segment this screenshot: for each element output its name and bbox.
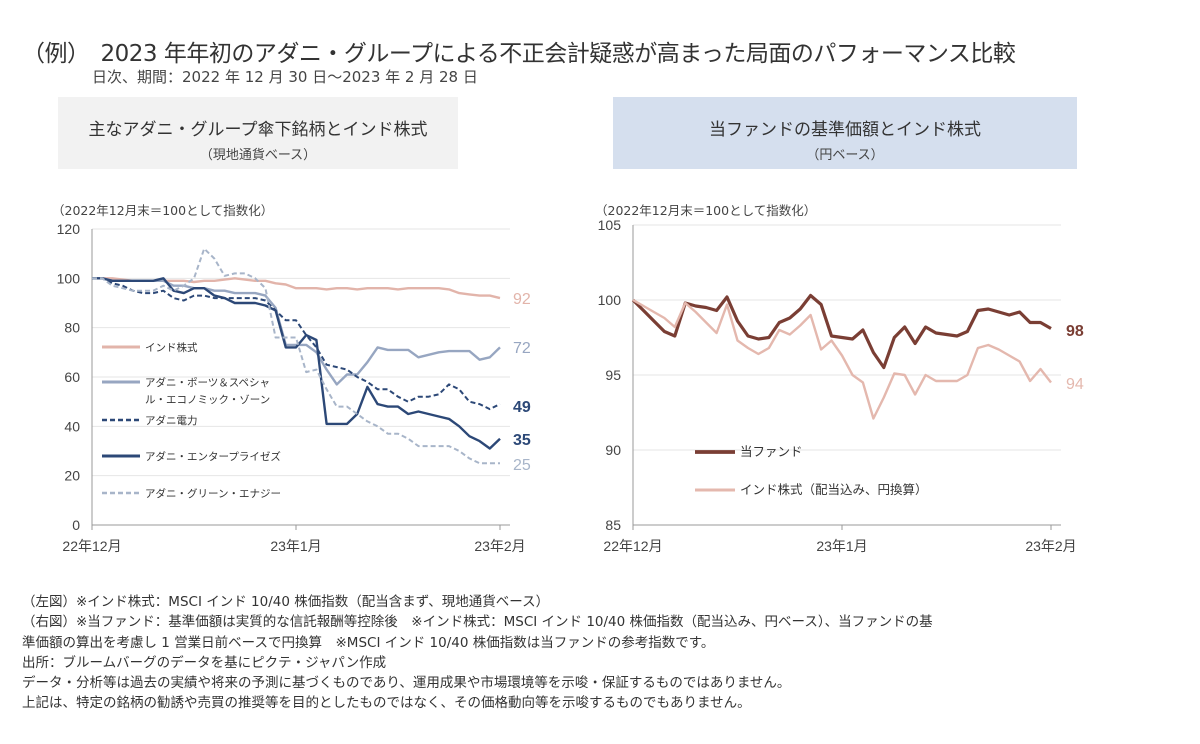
legend-label: ル・エコノミック・ゾーン (145, 394, 270, 406)
legend-label: インド株式（配当込み、円換算） (740, 482, 928, 497)
y-tick-label: 85 (605, 517, 621, 533)
page-title: （例） 2023 年年初のアダニ・グループによる不正会計疑惑が高まった局面のパフ… (22, 41, 1016, 67)
end-value-label: 49 (513, 399, 531, 416)
legend-label: インド株式 (145, 341, 198, 354)
legend-label: アダニ・ポーツ＆スペシャ (145, 376, 270, 389)
y-tick-label: 100 (598, 292, 622, 308)
series-line-2 (92, 277, 501, 386)
end-value-label: 72 (513, 340, 531, 357)
y-tick-label: 0 (72, 517, 80, 533)
y-tick-label: 80 (64, 320, 80, 336)
x-tick-label: 23年2月 (474, 538, 525, 554)
legend-label: アダニ・エンタープライゼズ (145, 450, 281, 463)
series-line-3 (92, 277, 501, 411)
y-tick-label: 20 (64, 468, 80, 484)
x-tick-label: 23年2月 (1025, 538, 1076, 554)
end-value-label: 92 (513, 291, 531, 308)
right-panel-title: 当ファンドの基準価額とインド株式 (709, 120, 981, 140)
footnotes: （左図）※インド株式：MSCI インド 10/40 株価指数（配当含まず、現地通… (22, 592, 933, 714)
y-tick-label: 95 (605, 367, 621, 383)
page-subtitle: 日次、期間：2022 年 12 月 30 日～2023 年 2 月 28 日 (92, 68, 478, 86)
footnote: データ・分析等は過去の実績や将来の予測に基づくものであり、運用成果や市場環境等を… (22, 675, 791, 692)
y-tick-label: 105 (598, 217, 622, 233)
footnote: 出所：ブルームバーグのデータを基にピクテ・ジャパン作成 (22, 654, 387, 671)
series-line-2 (632, 298, 1052, 420)
y-tick-label: 90 (605, 442, 621, 458)
footnote: （右図）※当ファンド：基準価額は実質的な信託報酬等控除後 ※インド株式：MSCI… (22, 614, 933, 631)
y-tick-label: 100 (57, 270, 81, 286)
x-tick-label: 23年1月 (270, 538, 321, 554)
x-tick-label: 22年12月 (62, 538, 121, 554)
footnote: （左図）※インド株式：MSCI インド 10/40 株価指数（配当含まず、現地通… (22, 594, 550, 610)
x-tick-label: 22年12月 (603, 538, 662, 554)
x-tick-label: 23年1月 (816, 538, 867, 554)
series-line-5 (92, 247, 500, 465)
right-panel-header: 当ファンドの基準価額とインド株式 （円ベース） (613, 97, 1077, 169)
y-tick-label: 120 (57, 221, 81, 237)
end-value-label: 94 (1066, 376, 1084, 393)
end-value-label: 25 (513, 457, 531, 474)
left-panel-title: 主なアダニ・グループ傘下銘柄とインド株式 (88, 120, 428, 140)
left-unit-note: （2022年12月末＝100として指数化） (52, 203, 274, 218)
legend-label: 当ファンド (740, 444, 803, 459)
end-value-label: 98 (1066, 323, 1084, 340)
footnote: 上記は、特定の銘柄の勧誘や売買の推奨等を目的としたものではなく、その価格動向等を… (22, 695, 751, 712)
right-panel-subtitle: （円ベース） (806, 148, 884, 163)
y-tick-label: 60 (64, 369, 80, 385)
series-line-4 (92, 277, 501, 450)
end-value-label: 35 (513, 432, 531, 449)
left-panel-subtitle: （現地通貨ベース） (199, 148, 317, 163)
legend-label: アダニ電力 (145, 414, 198, 427)
legend-label: アダニ・グリーン・エナジー (145, 487, 281, 500)
y-tick-label: 40 (64, 418, 80, 434)
series-line-1 (631, 293, 1052, 370)
left-panel-header: 主なアダニ・グループ傘下銘柄とインド株式 （現地通貨ベース） (58, 97, 458, 169)
right-unit-note: （2022年12月末＝100として指数化） (595, 203, 817, 218)
footnote: 準価額の算出を考慮し 1 営業日前ベースで円換算 ※MSCI インド 10/40… (22, 634, 715, 651)
